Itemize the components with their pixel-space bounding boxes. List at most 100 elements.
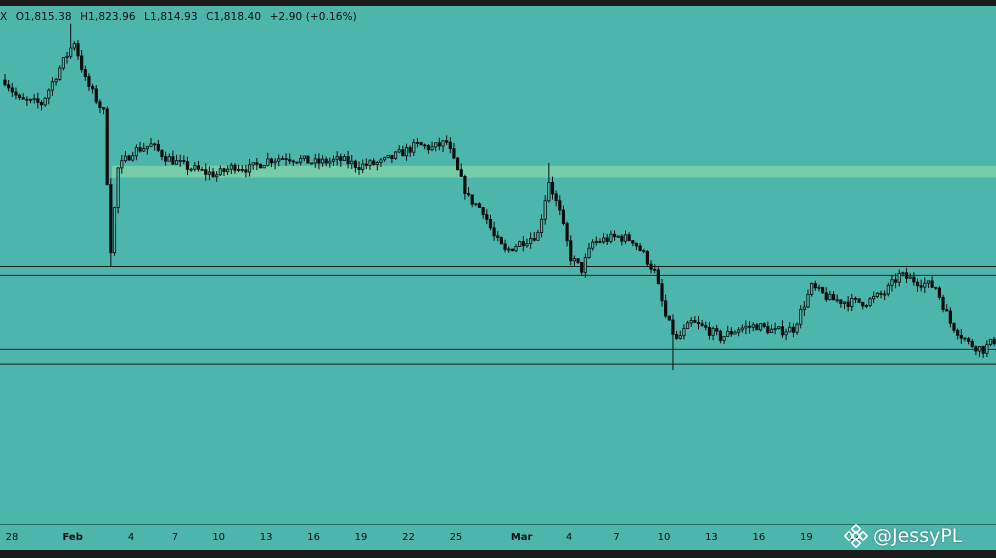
- candle-body: [375, 162, 379, 165]
- candle-body: [518, 241, 522, 247]
- candle: [17, 93, 22, 101]
- candle-body: [357, 167, 361, 170]
- candle: [868, 297, 872, 308]
- candle: [620, 234, 624, 246]
- candle-body: [926, 280, 931, 284]
- candle: [320, 154, 325, 167]
- low-value: L1,814.93: [144, 11, 198, 23]
- candle: [105, 106, 109, 186]
- candle: [123, 151, 128, 163]
- candle-body: [295, 161, 299, 164]
- candle-body: [985, 344, 989, 354]
- candle: [466, 187, 471, 197]
- candle-body: [182, 160, 186, 162]
- candle-body: [185, 161, 190, 170]
- candle: [634, 242, 639, 251]
- candle: [455, 157, 460, 171]
- candle: [580, 261, 584, 277]
- candle-body: [174, 160, 179, 165]
- candle: [488, 214, 493, 231]
- candle: [412, 139, 416, 157]
- candle: [850, 293, 854, 311]
- candle: [864, 304, 869, 309]
- candle-body: [594, 241, 598, 243]
- x-tick-label: 7: [613, 532, 620, 543]
- candle: [426, 144, 431, 154]
- candle: [616, 235, 620, 239]
- candle-body: [894, 279, 898, 283]
- candle-body: [393, 151, 398, 159]
- candle-body: [120, 160, 124, 169]
- candle: [342, 154, 347, 162]
- candle: [550, 176, 555, 200]
- candle-body: [861, 301, 865, 307]
- candle: [401, 145, 405, 157]
- candle: [80, 50, 84, 73]
- candle: [233, 163, 237, 174]
- x-tick-label: 16: [307, 532, 320, 543]
- candle-body: [372, 160, 376, 165]
- candle-body: [718, 330, 723, 341]
- candle-body: [868, 298, 872, 307]
- candle-body: [729, 330, 733, 335]
- candle-body: [623, 234, 628, 242]
- candle: [981, 345, 985, 358]
- time-axis[interactable]: 28 Feb 4 7 10 13 16 19 22 25 Mar 4 7 10 13 16 19 22: [0, 524, 996, 551]
- candle-body: [970, 341, 974, 348]
- candle-body: [806, 293, 810, 308]
- candle: [915, 278, 920, 292]
- chart-plot-area[interactable]: [0, 6, 996, 524]
- candle: [598, 238, 602, 244]
- x-tick-label: 19: [799, 532, 813, 543]
- x-tick-label: 10: [657, 532, 671, 543]
- candle-body: [299, 158, 303, 163]
- candle: [291, 159, 295, 166]
- candle-body: [897, 272, 901, 283]
- candle: [583, 253, 587, 278]
- candle-body: [915, 281, 920, 287]
- candle-body: [835, 299, 839, 302]
- candle-body: [620, 235, 624, 242]
- candle: [50, 77, 55, 96]
- candle-body: [660, 283, 664, 302]
- candle-body: [324, 158, 328, 164]
- candle-body: [269, 158, 274, 164]
- candle-body: [715, 328, 719, 332]
- candle-body: [419, 142, 423, 146]
- candle-body: [831, 293, 836, 301]
- candle-body: [233, 164, 237, 171]
- candle: [306, 155, 310, 164]
- candle-body: [919, 285, 923, 288]
- candle: [799, 305, 803, 329]
- candle-body: [382, 157, 387, 161]
- support-zone: [112, 165, 996, 178]
- candle-body: [262, 165, 266, 169]
- candle-body: [240, 168, 244, 171]
- candle-body: [61, 57, 66, 69]
- candle: [368, 159, 372, 170]
- candle: [204, 163, 208, 181]
- candle: [890, 274, 894, 292]
- candle-body: [390, 154, 394, 159]
- candle-body: [733, 331, 737, 335]
- candle-body: [539, 218, 544, 233]
- candle-body: [415, 142, 420, 144]
- candle: [98, 99, 102, 113]
- candle-body: [748, 325, 752, 328]
- candle-body: [14, 91, 18, 96]
- candle: [682, 324, 686, 340]
- candle: [831, 291, 836, 301]
- candle: [404, 143, 409, 161]
- candle-body: [883, 293, 887, 296]
- candle: [554, 190, 558, 207]
- window-top-strip: [0, 0, 996, 6]
- candle-body: [853, 297, 858, 300]
- candle-body: [904, 272, 909, 279]
- candle: [94, 85, 98, 105]
- candle: [525, 238, 529, 248]
- candle-body: [930, 280, 934, 288]
- candle-body: [496, 235, 500, 238]
- candle-body: [17, 94, 22, 99]
- candle-body: [328, 160, 332, 164]
- candle: [817, 284, 821, 292]
